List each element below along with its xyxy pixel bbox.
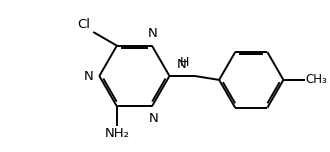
Text: H: H: [180, 56, 189, 69]
Text: N: N: [148, 27, 158, 40]
Text: N: N: [84, 69, 93, 83]
Text: NH₂: NH₂: [104, 127, 129, 140]
Text: N: N: [177, 58, 187, 71]
Text: N: N: [149, 112, 159, 125]
Text: CH₃: CH₃: [306, 73, 328, 86]
Text: Cl: Cl: [77, 18, 90, 31]
